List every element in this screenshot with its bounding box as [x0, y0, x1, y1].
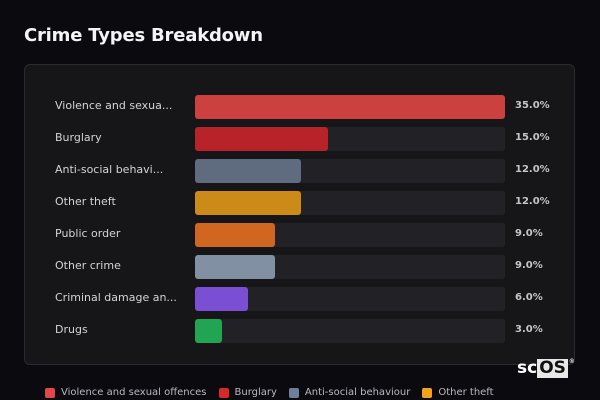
bar-fill: [195, 223, 275, 247]
bar-fill: [195, 95, 505, 119]
legend-item[interactable]: Other theft: [422, 387, 494, 398]
bar-track: [195, 319, 505, 343]
bar-fill: [195, 319, 222, 343]
legend-label: Burglary: [234, 387, 277, 398]
legend-label: Anti-social behaviour: [304, 387, 411, 398]
scos-logo: sc OS ®: [517, 358, 575, 378]
bar-value: 6.0%: [515, 292, 543, 303]
bar-label: Criminal damage an...: [55, 291, 177, 304]
bar-row: Other theft 12.0%: [25, 191, 574, 215]
bar-track: [195, 287, 505, 311]
bar-value: 15.0%: [515, 132, 550, 143]
bar-row: Anti-social behavi... 12.0%: [25, 159, 574, 183]
logo-sc: sc: [517, 358, 538, 378]
bar-value: 9.0%: [515, 228, 543, 239]
legend-swatch-icon: [218, 387, 229, 398]
bar-row: Other crime 9.0%: [25, 255, 574, 279]
bar-value: 12.0%: [515, 164, 550, 175]
bar-label: Other theft: [55, 195, 116, 208]
legend-item[interactable]: Burglary: [218, 387, 277, 398]
bar-fill: [195, 287, 248, 311]
bar-row: Criminal damage an... 6.0%: [25, 287, 574, 311]
bar-fill: [195, 127, 328, 151]
chart-card: Violence and sexua... 35.0% Burglary 15.0% A…: [24, 64, 575, 365]
bar-track: [195, 95, 505, 119]
bar-label: Public order: [55, 227, 121, 240]
bar-row: Drugs 3.0%: [25, 319, 574, 343]
chart-title: Crime Types Breakdown: [24, 25, 263, 46]
legend-item[interactable]: Anti-social behaviour: [288, 387, 411, 398]
legend-swatch-icon: [288, 387, 299, 398]
bar-row: Burglary 15.0%: [25, 127, 574, 151]
bar-value: 3.0%: [515, 324, 543, 335]
bar-row: Public order 9.0%: [25, 223, 574, 247]
registered-icon: ®: [568, 358, 575, 365]
legend-label: Other theft: [438, 387, 494, 398]
legend-item[interactable]: Violence and sexual offences: [45, 387, 207, 398]
bar-fill: [195, 255, 275, 279]
bar-label: Other crime: [55, 259, 121, 272]
logo-os: OS: [537, 358, 568, 378]
bar-label: Violence and sexua...: [55, 99, 173, 112]
legend-label: Violence and sexual offences: [61, 387, 207, 398]
bar-fill: [195, 159, 302, 183]
legend: Violence and sexual offences Burglary Anti…: [45, 387, 506, 398]
bar-track: [195, 191, 505, 215]
bar-track: [195, 159, 505, 183]
bar-label: Anti-social behavi...: [55, 163, 164, 176]
bar-label: Drugs: [55, 323, 88, 336]
bar-label: Burglary: [55, 131, 102, 144]
bar-track: [195, 223, 505, 247]
bar-value: 9.0%: [515, 260, 543, 271]
bar-row: Violence and sexua... 35.0%: [25, 95, 574, 119]
bar-value: 12.0%: [515, 196, 550, 207]
bar-track: [195, 127, 505, 151]
bar-value: 35.0%: [515, 100, 550, 111]
legend-swatch-icon: [422, 387, 433, 398]
legend-swatch-icon: [45, 387, 55, 398]
bar-fill: [195, 191, 302, 215]
bar-track: [195, 255, 505, 279]
